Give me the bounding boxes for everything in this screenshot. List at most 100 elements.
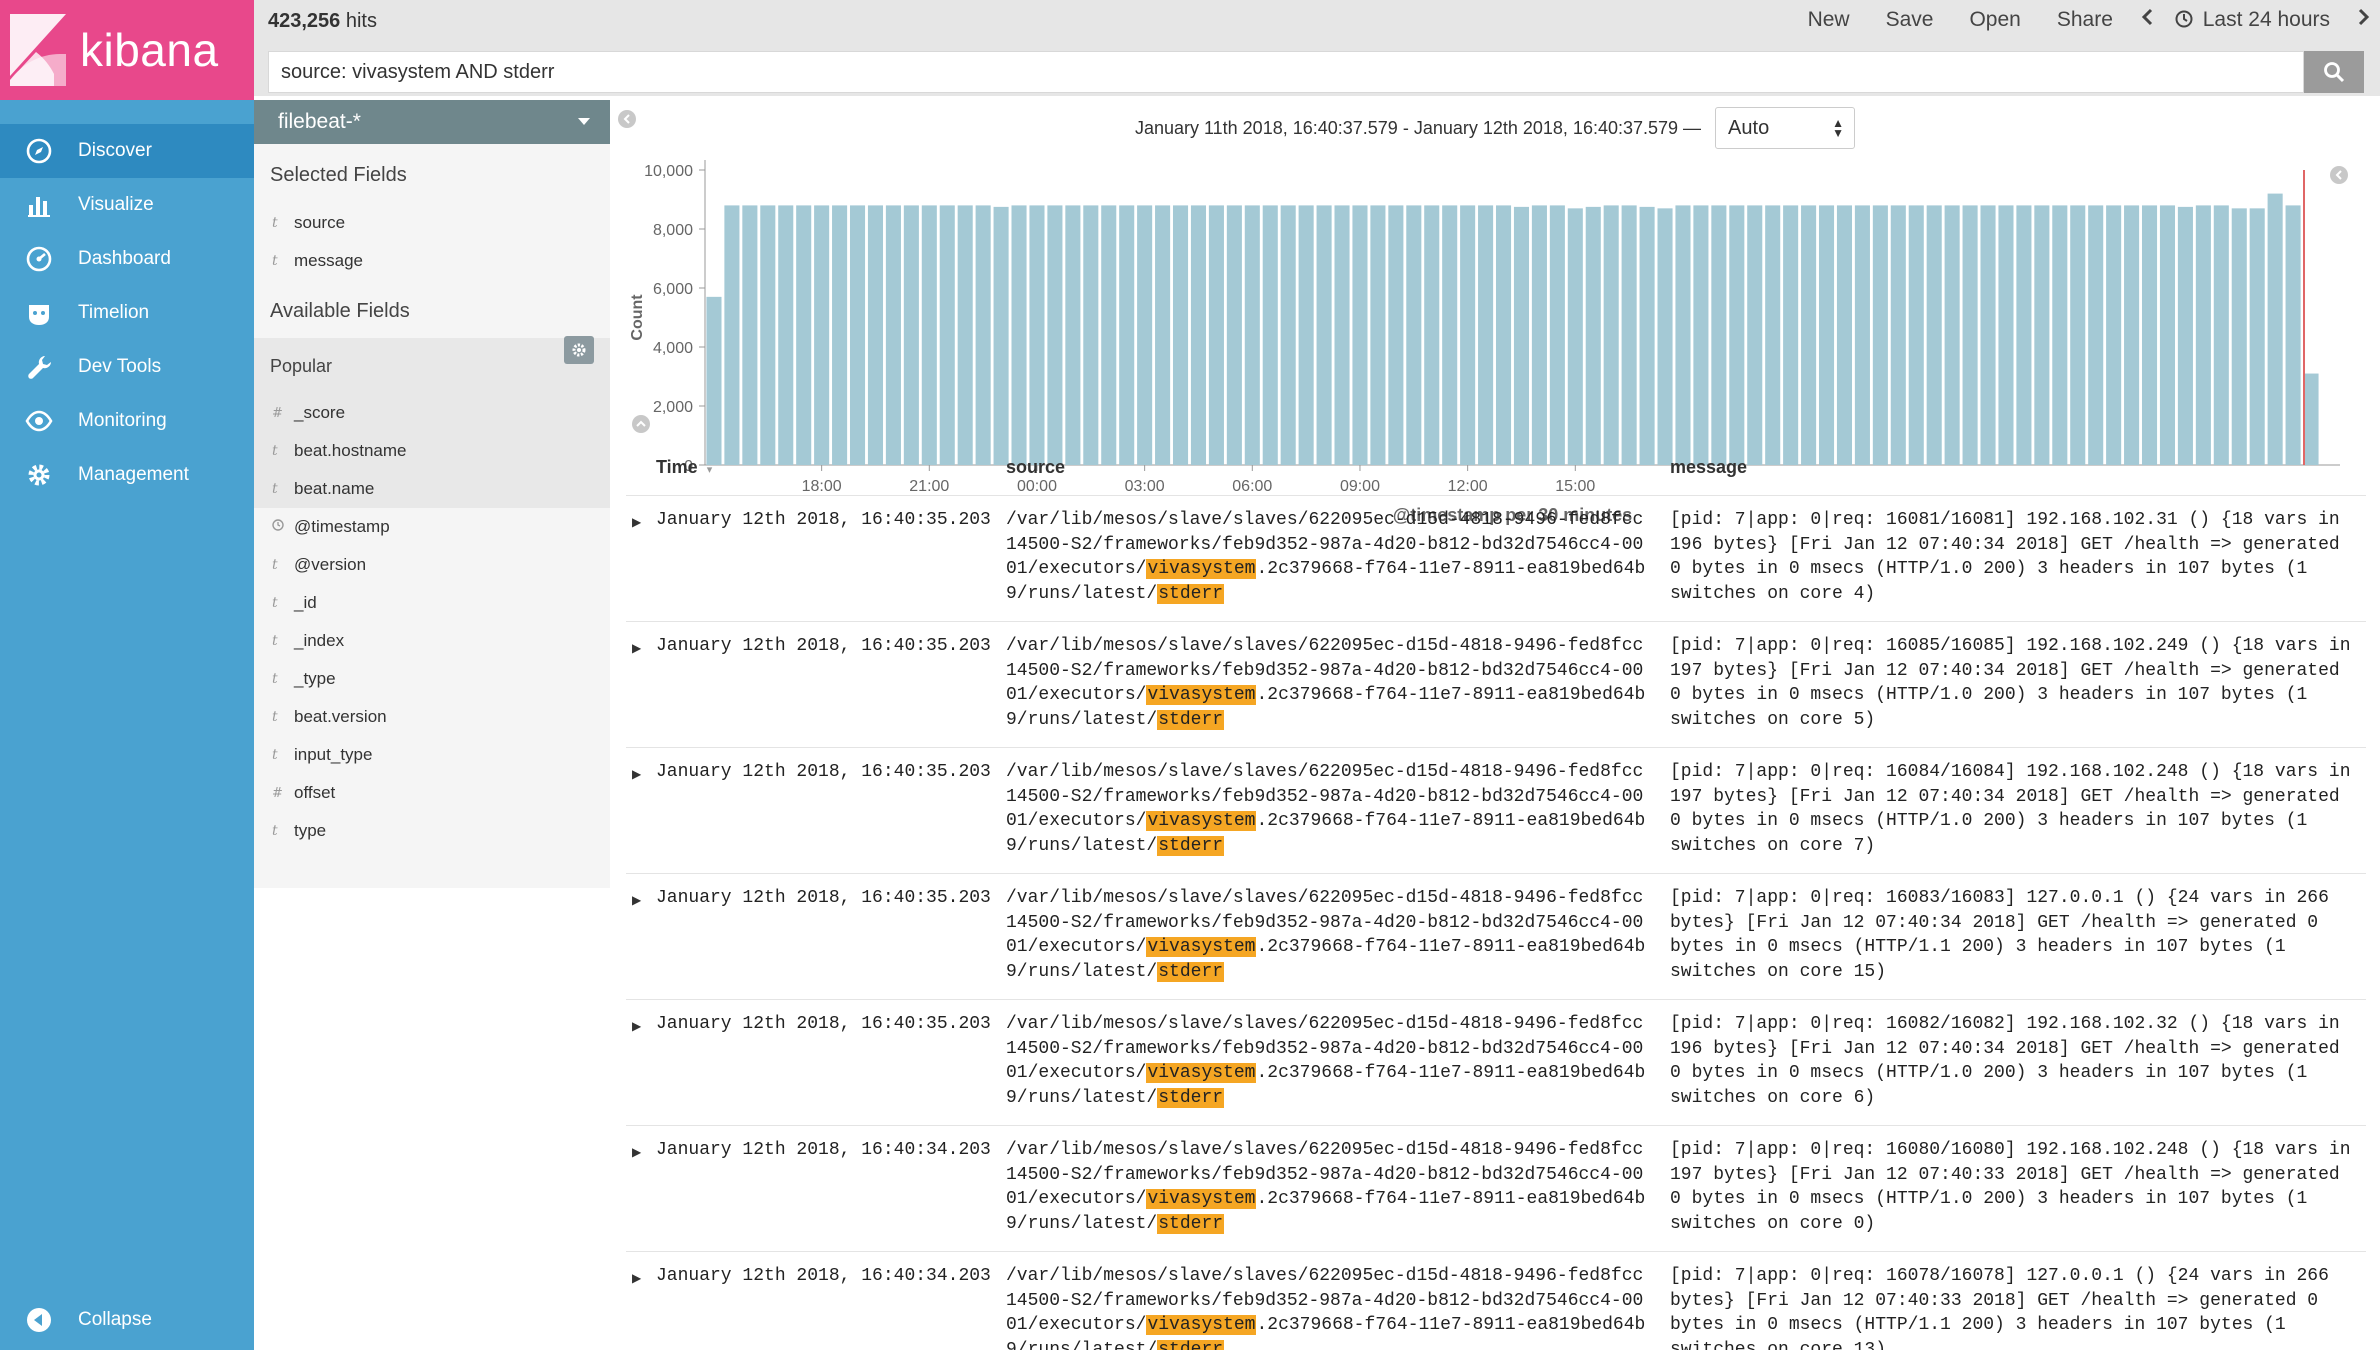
- histogram-bar: [1190, 205, 1207, 465]
- histogram-bar: [1137, 205, 1153, 465]
- nav-item-dashboard[interactable]: Dashboard: [0, 232, 254, 286]
- expand-row-button[interactable]: ▶: [626, 1000, 656, 1125]
- histogram-bar: [2052, 205, 2068, 465]
- eye-icon: [24, 406, 54, 436]
- time-picker-button[interactable]: Last 24 hours: [2175, 8, 2330, 32]
- nav-item-dev-tools[interactable]: Dev Tools: [0, 340, 254, 394]
- chevron-left-icon: [2335, 170, 2342, 180]
- expand-row-button[interactable]: ▶: [626, 622, 656, 747]
- field-item[interactable]: t _id: [254, 584, 610, 622]
- expand-row-button[interactable]: ▶: [626, 874, 656, 999]
- row-source: /var/lib/mesos/slave/slaves/622095ec-d15…: [1006, 874, 1670, 999]
- expand-row-button[interactable]: ▶: [626, 1252, 656, 1350]
- field-name: beat.hostname: [294, 441, 407, 460]
- histogram-bar: [939, 205, 955, 465]
- table-row: ▶ January 12th 2018, 16:40:34.203/var/lib…: [626, 1126, 2366, 1252]
- nav-item-management[interactable]: Management: [0, 448, 254, 502]
- expand-row-button[interactable]: ▶: [626, 1126, 656, 1251]
- histogram-bar: [849, 205, 866, 465]
- chevron-right-icon: [2358, 8, 2370, 26]
- source-prefix: /var/lib/mesos/slave/slaves/622095ec-d15…: [1006, 510, 1644, 579]
- nav-item-monitoring[interactable]: Monitoring: [0, 394, 254, 448]
- column-header-source[interactable]: source: [1006, 457, 1066, 477]
- histogram-bar: [1172, 205, 1189, 465]
- nav-item-label: Timelion: [78, 302, 150, 323]
- selected-fields-list: t source t message: [254, 204, 610, 280]
- row-time: January 12th 2018, 16:40:35.203: [656, 888, 991, 908]
- wrench-icon: [24, 352, 54, 382]
- time-prev-button[interactable]: [2141, 8, 2153, 32]
- share-button[interactable]: Share: [2056, 8, 2113, 31]
- dashboard-icon: [24, 244, 54, 274]
- highlight-vivasystem: vivasystem: [1146, 685, 1257, 705]
- open-button[interactable]: Open: [1969, 8, 2021, 31]
- histogram-bar: [1801, 205, 1817, 465]
- field-item[interactable]: t beat.version: [254, 698, 610, 736]
- query-input[interactable]: [269, 52, 2303, 92]
- new-button[interactable]: New: [1807, 8, 1850, 31]
- caret-right-icon: ▶: [632, 767, 642, 781]
- nav-item-label: Discover: [78, 140, 152, 161]
- expand-row-button[interactable]: ▶: [626, 748, 656, 873]
- expand-row-button[interactable]: ▶: [626, 496, 656, 621]
- table-row: ▶ January 12th 2018, 16:40:35.203/var/lib…: [626, 1000, 2366, 1126]
- field-item[interactable]: t input_type: [254, 736, 610, 774]
- chart-close-button[interactable]: [2330, 166, 2348, 184]
- field-item[interactable]: t beat.hostname: [254, 432, 610, 470]
- field-item[interactable]: t source: [254, 204, 610, 242]
- field-item[interactable]: # offset: [254, 774, 610, 812]
- histogram-bar: [1155, 205, 1171, 465]
- field-item[interactable]: # _score: [254, 394, 610, 432]
- x-tick-label: 06:00: [1232, 478, 1272, 495]
- source-mid: .2c379668-f764-11e7-8911-ea819bed64b9/ru…: [1006, 559, 1646, 604]
- field-settings-button[interactable]: [564, 336, 594, 364]
- collapse-button[interactable]: Collapse: [0, 1290, 254, 1350]
- number-type-icon: #: [272, 405, 283, 421]
- save-button[interactable]: Save: [1885, 8, 1934, 31]
- highlight-vivasystem: vivasystem: [1146, 937, 1257, 957]
- interval-select[interactable]: Auto ▲ ▼: [1715, 107, 1856, 149]
- field-name: beat.name: [294, 479, 375, 498]
- field-item[interactable]: t _type: [254, 660, 610, 698]
- histogram-bar: [1119, 205, 1135, 465]
- histogram-bar: [867, 205, 884, 465]
- search-icon: [2324, 62, 2345, 83]
- caret-down-icon: [578, 118, 590, 125]
- nav-item-timelion[interactable]: Timelion: [0, 286, 254, 340]
- collapse-chart-button[interactable]: [632, 415, 650, 433]
- nav-item-discover[interactable]: Discover: [0, 124, 254, 178]
- field-item[interactable]: t _index: [254, 622, 610, 660]
- histogram-bar: [1226, 205, 1242, 465]
- kibana-logo[interactable]: kibana: [0, 0, 254, 100]
- index-pattern-selector[interactable]: filebeat-*: [254, 100, 610, 144]
- histogram-bar: [706, 296, 722, 465]
- top-bar: 423,256 hits New Save Open Share Last 24…: [254, 0, 2380, 96]
- string-type-icon: t: [272, 747, 278, 763]
- field-item[interactable]: t @version: [254, 546, 610, 584]
- collapse-sidebar-button[interactable]: [618, 110, 636, 128]
- histogram-bar: [724, 205, 740, 465]
- field-name: offset: [294, 783, 336, 802]
- field-item[interactable]: t type: [254, 812, 610, 850]
- column-header-message[interactable]: message: [1670, 457, 1748, 477]
- histogram-bar: [832, 205, 848, 465]
- search-button[interactable]: [2304, 51, 2364, 93]
- highlight-stderr: stderr: [1157, 1213, 1225, 1234]
- nav-item-visualize[interactable]: Visualize: [0, 178, 254, 232]
- field-item[interactable]: t beat.name: [254, 470, 610, 508]
- field-item[interactable]: @timestamp: [254, 508, 610, 546]
- left-nav: kibana Discover Visualize Dashboard Timelio…: [0, 0, 254, 1350]
- time-next-button[interactable]: [2358, 8, 2370, 32]
- histogram-bar: [1818, 205, 1835, 465]
- sort-down-icon[interactable]: ▾: [706, 464, 713, 476]
- nav-item-label: Management: [78, 464, 189, 485]
- field-item[interactable]: t message: [254, 242, 610, 280]
- row-source: /var/lib/mesos/slave/slaves/622095ec-d15…: [1006, 1252, 1670, 1350]
- column-header-time[interactable]: Time ▾: [626, 457, 1006, 478]
- bar-chart-icon: [24, 190, 54, 220]
- row-time: January 12th 2018, 16:40:34.203: [656, 1266, 991, 1286]
- histogram-bar: [2088, 205, 2104, 465]
- table-row: ▶ January 12th 2018, 16:40:35.203/var/lib…: [626, 874, 2366, 1000]
- row-source: /var/lib/mesos/slave/slaves/622095ec-d15…: [1006, 748, 1670, 873]
- row-time: January 12th 2018, 16:40:35.203: [656, 636, 991, 656]
